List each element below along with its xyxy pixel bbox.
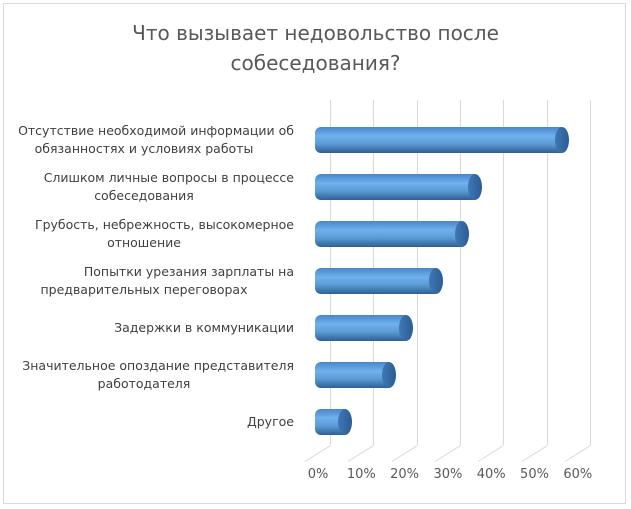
gridline (459, 100, 461, 445)
category-label-line: предварительных переговорах (40, 282, 248, 297)
chart-frame (3, 3, 626, 504)
x-tick-label: 20% (390, 467, 420, 482)
x-tick-label: 40% (476, 467, 506, 482)
bar (315, 174, 483, 200)
bar-end-cap (468, 174, 483, 200)
chart-title-line-2: собеседования? (230, 51, 401, 75)
category-label: Грубость, небрежность, высокомерное отнош… (0, 216, 294, 252)
x-tick-label: 60% (563, 467, 593, 482)
bar (315, 268, 444, 294)
bar-end-cap (398, 315, 413, 341)
category-label: Другое (0, 413, 294, 431)
gridline (503, 100, 505, 445)
x-tick-label: 30% (433, 467, 463, 482)
category-label: Попытки урезания зарплаты на предваритель… (0, 263, 295, 299)
category-label-line: собеседования (94, 188, 194, 203)
chart-title-line-1: Что вызывает недовольство после (132, 21, 499, 45)
chart-title: Что вызывает недовольство после собеседо… (0, 18, 631, 78)
bar-end-cap (381, 362, 396, 388)
bar (315, 409, 353, 435)
bar-end-cap (338, 409, 353, 435)
category-label-line: Слишком личные вопросы в процессе (43, 170, 294, 185)
x-tick-label: 50% (520, 467, 549, 482)
bar-end-cap (429, 268, 444, 294)
bar (315, 362, 396, 388)
x-tick-label: 10% (346, 467, 376, 482)
category-label: Задержки в коммуникации (0, 319, 294, 337)
x-tick-label: 0% (307, 467, 329, 482)
category-label: Значительное опоздание представителя рабо… (0, 357, 294, 393)
bar-end-cap (455, 221, 470, 247)
category-label-line: обязанностях и условиях работы (34, 141, 254, 156)
category-label-line: отношение (107, 235, 181, 250)
bar (315, 315, 413, 341)
gridline (589, 100, 591, 445)
category-label-line: Попытки урезания зарплаты на (83, 264, 294, 279)
bar-end-cap (554, 127, 569, 153)
category-label: Отсутствие необходимой информации об обяз… (0, 122, 294, 158)
category-label-line: Значительное опоздание представителя (22, 358, 294, 373)
gridline (546, 100, 548, 445)
bar (315, 221, 470, 247)
category-label-line: Задержки в коммуникации (114, 320, 294, 335)
category-label: Слишком личные вопросы в процессе собесед… (0, 169, 294, 205)
category-label-line: Другое (246, 414, 294, 429)
bar (315, 127, 569, 153)
category-label-line: Отсутствие необходимой информации об (18, 123, 294, 138)
category-label-line: работодателя (97, 376, 191, 391)
category-label-line: Грубость, небрежность, высокомерное (34, 217, 294, 232)
